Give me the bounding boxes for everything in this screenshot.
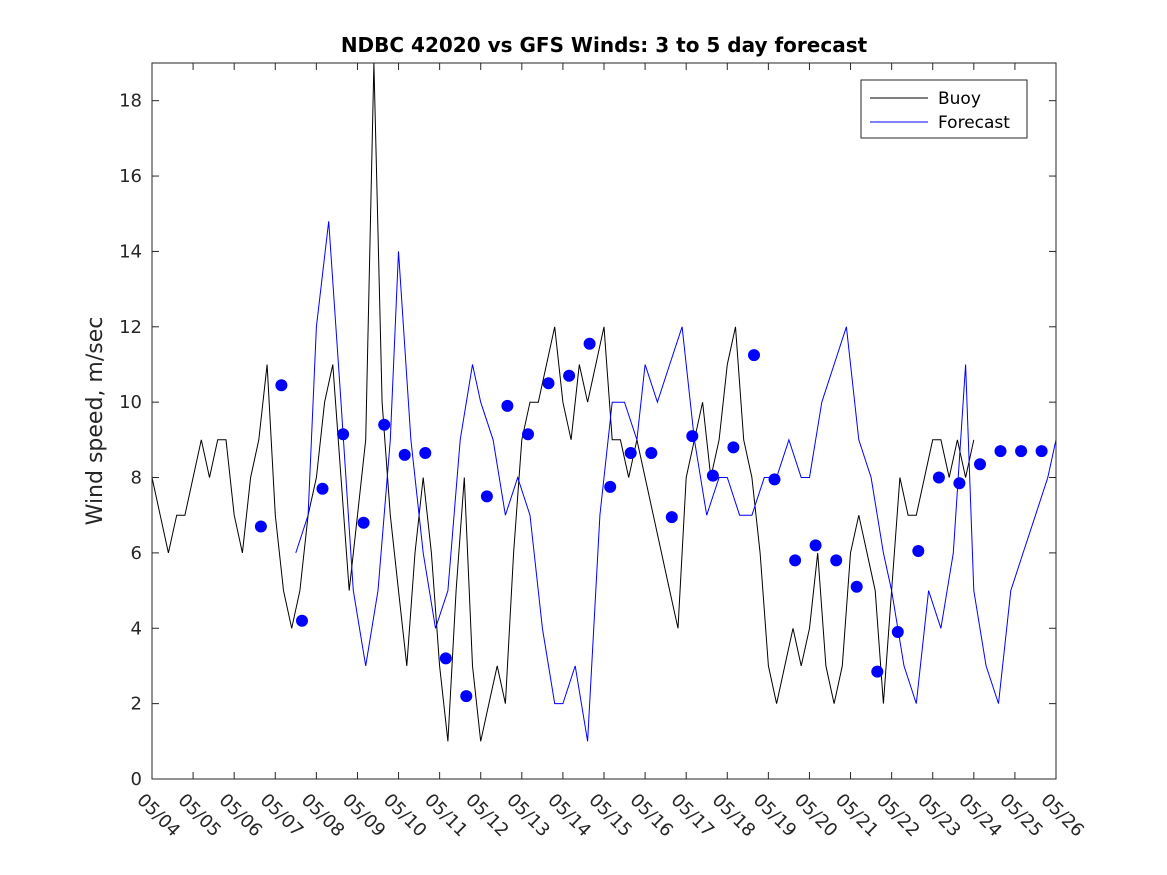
forecast-marker [974, 458, 986, 471]
forecast-marker [480, 490, 493, 503]
y-tick-label: 10 [119, 392, 142, 413]
legend-box [860, 79, 1028, 139]
y-tick-label: 14 [119, 241, 142, 262]
y-tick-label: 8 [131, 468, 142, 489]
forecast-marker [830, 554, 843, 567]
forecast-marker [563, 369, 576, 382]
forecast-marker [439, 652, 452, 665]
forecast-marker [994, 445, 1007, 458]
forecast-marker [522, 428, 534, 441]
forecast-marker [357, 516, 370, 529]
forecast-marker [275, 379, 288, 392]
forecast-marker [748, 349, 760, 362]
forecast-marker [1015, 445, 1028, 458]
forecast-marker [460, 690, 473, 703]
y-tick-label: 18 [119, 91, 142, 112]
forecast-marker [706, 469, 719, 482]
forecast-series-line [295, 221, 1057, 742]
forecast-marker [296, 614, 308, 627]
plot-area-frame [151, 62, 1057, 780]
y-tick-label: 6 [131, 543, 142, 564]
forecast-marker [1035, 445, 1048, 458]
forecast-marker [337, 428, 350, 441]
forecast-marker [891, 626, 904, 638]
forecast-marker [809, 539, 822, 552]
legend-forecast-label: Forecast [938, 113, 1010, 133]
forecast-marker [624, 447, 637, 459]
forecast-marker [768, 473, 781, 486]
forecast-marker [686, 430, 699, 443]
y-tick-label: 0 [131, 769, 142, 790]
buoy-series-line [151, 62, 975, 742]
legend-buoy-label: Buoy [938, 89, 981, 109]
forecast-marker [953, 477, 966, 490]
forecast-marker [378, 418, 391, 431]
forecast-marker [727, 441, 740, 454]
y-tick-label: 2 [131, 694, 142, 715]
forecast-marker [850, 580, 863, 593]
forecast-marker [254, 520, 267, 533]
forecast-marker [645, 447, 658, 459]
forecast-marker [665, 511, 678, 524]
forecast-marker [789, 554, 802, 567]
forecast-marker [542, 377, 555, 390]
forecast-marker [398, 448, 411, 461]
forecast-marker [583, 337, 596, 350]
y-tick-label: 4 [131, 618, 142, 639]
forecast-marker [501, 399, 514, 412]
y-tick-label: 16 [119, 166, 142, 187]
y-axis-label: Wind speed, m/sec [83, 317, 108, 526]
forecast-marker [932, 471, 945, 484]
forecast-marker [871, 665, 884, 678]
forecast-marker [604, 480, 617, 493]
y-tick-label: 12 [119, 317, 142, 338]
forecast-marker [419, 447, 432, 459]
forecast-marker [316, 482, 329, 495]
chart-title: NDBC 42020 vs GFS Winds: 3 to 5 day fore… [341, 33, 868, 57]
legend: Buoy Forecast [860, 79, 1028, 139]
forecast-marker [912, 545, 925, 557]
